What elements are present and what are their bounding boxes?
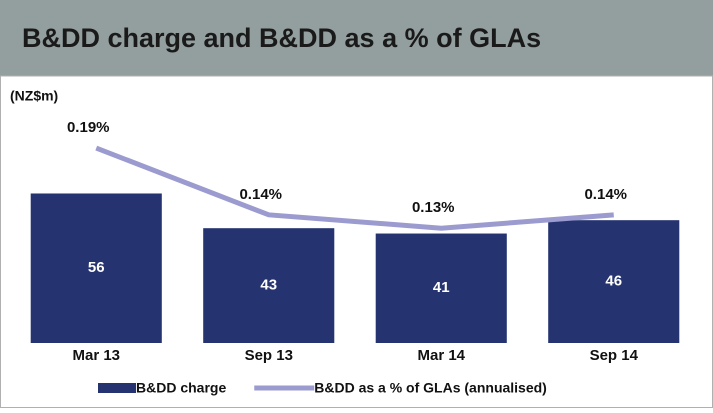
chart-title: B&DD charge and B&DD as a % of GLAs bbox=[22, 23, 541, 53]
legend-label: B&DD charge bbox=[136, 380, 226, 396]
bar bbox=[375, 233, 507, 343]
line-value-label: 0.14% bbox=[239, 186, 282, 203]
bar bbox=[30, 193, 162, 343]
line-value-label: 0.13% bbox=[412, 199, 455, 216]
x-tick-label: Sep 13 bbox=[245, 347, 293, 364]
x-tick-label: Sep 14 bbox=[590, 347, 639, 364]
unit-label: (NZ$m) bbox=[10, 88, 58, 104]
bar-value-label: 56 bbox=[88, 259, 105, 276]
title-bar bbox=[0, 0, 713, 76]
bar-value-label: 46 bbox=[605, 273, 622, 290]
x-tick-label: Mar 13 bbox=[72, 347, 120, 364]
bar bbox=[203, 228, 335, 343]
x-tick-label: Mar 14 bbox=[417, 347, 465, 364]
legend-label: B&DD as a % of GLAs (annualised) bbox=[314, 380, 547, 396]
line-value-label: 0.14% bbox=[584, 186, 627, 203]
line bbox=[95, 145, 614, 231]
line-value-label: 0.19% bbox=[67, 119, 110, 136]
bar-value-label: 43 bbox=[260, 277, 277, 294]
bar bbox=[548, 220, 680, 343]
legend-swatch bbox=[98, 383, 136, 393]
bar-value-label: 41 bbox=[433, 279, 450, 296]
